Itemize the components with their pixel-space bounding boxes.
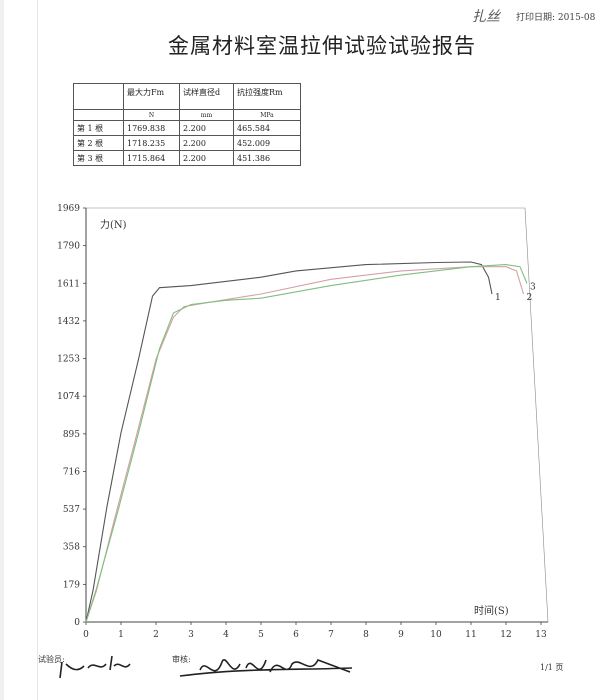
table-row: 第 3 根 1715.864 2.200 451.386 [73, 150, 301, 166]
x-tick-label: 2 [153, 630, 159, 640]
table-header-row: 最大力Fm 试样直径d 抗拉强度Rm [73, 83, 301, 110]
table-header-cell: 试样直径d [179, 83, 234, 110]
y-axis-label: 力(N) [100, 218, 127, 231]
table-header-cell: 最大力Fm [123, 83, 180, 110]
results-table: 最大力Fm 试样直径d 抗拉强度Rm N mm MPa 第 1 根 1769.8… [73, 83, 301, 166]
scan-edge [0, 0, 4, 700]
y-tick-label: 358 [63, 543, 80, 553]
table-cell: 451.386 [233, 150, 301, 166]
scan-margin-line [37, 0, 38, 700]
series-end-label: 3 [530, 282, 536, 292]
tester-label: 试验员: [38, 655, 65, 664]
chart-axes [85, 207, 549, 623]
x-tick-label: 13 [535, 630, 547, 640]
page-number: 1/1 页 [540, 663, 564, 672]
x-tick-label: 12 [500, 630, 511, 640]
table-cell: 2.200 [179, 150, 234, 166]
x-tick-label: 0 [83, 630, 89, 640]
x-tick-label: 9 [398, 630, 404, 640]
series-end-label: 2 [527, 293, 533, 303]
x-ticks: 0 1 2 3 4 5 6 7 8 9 10 11 12 13 [83, 622, 547, 640]
reviewer-label: 审核: [172, 655, 191, 664]
handwritten-mark: 扎丝 [472, 9, 500, 25]
x-tick-label: 11 [465, 630, 476, 640]
series-line-3 [85, 264, 528, 623]
x-tick-label: 8 [363, 630, 369, 640]
y-tick-label: 716 [63, 467, 80, 477]
y-tick-label: 1432 [57, 317, 80, 327]
x-axis-label: 时间(S) [474, 604, 509, 617]
y-tick-label: 0 [74, 618, 80, 628]
table-cell: 1715.864 [123, 150, 180, 166]
x-tick-label: 5 [258, 630, 264, 640]
y-tick-label: 179 [63, 580, 80, 590]
y-tick-label: 895 [63, 430, 80, 440]
x-tick-label: 1 [118, 630, 124, 640]
series-line-1 [85, 261, 493, 623]
y-tick-label: 1253 [57, 355, 80, 365]
chart-right-border [524, 207, 549, 623]
y-tick-label: 1790 [57, 242, 80, 252]
chart-series [85, 261, 528, 623]
series-end-labels: 1 23 [495, 282, 536, 303]
table-units-row: N mm MPa [73, 109, 301, 121]
table-row: 第 2 根 1718.235 2.200 452.009 [73, 135, 301, 151]
y-tick-label: 1611 [57, 279, 80, 289]
tester-signature [59, 655, 131, 679]
print-date: 打印日期: 2015-08 [516, 13, 596, 23]
series-line-2 [85, 266, 525, 623]
y-tick-label: 1969 [57, 204, 80, 214]
x-tick-label: 4 [223, 630, 229, 640]
series-end-label: 1 [495, 293, 501, 303]
report-title: 金属材料室温拉伸试验试验报告 [168, 34, 476, 58]
y-ticks: 0 179 358 537 716 895 1074 1253 1432 1611 1790 1969 [57, 204, 86, 628]
y-tick-label: 1074 [57, 392, 80, 402]
x-tick-label: 7 [328, 630, 334, 640]
reviewer-signature [179, 658, 353, 677]
x-tick-label: 10 [430, 630, 442, 640]
x-tick-label: 3 [188, 630, 194, 640]
x-tick-label: 6 [293, 630, 299, 640]
y-tick-label: 537 [63, 505, 80, 515]
